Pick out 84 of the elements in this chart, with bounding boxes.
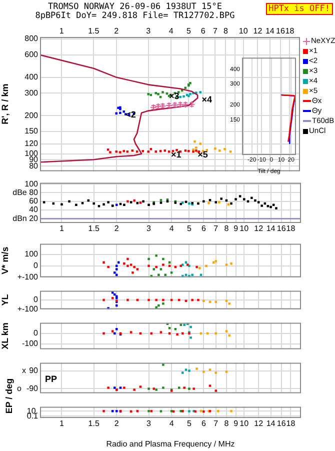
- y-tick-label: -90: [26, 384, 39, 393]
- x-tick-label: 18: [286, 224, 296, 234]
- x-tick-label: 5: [186, 26, 192, 36]
- x-tick-label: 3: [146, 419, 152, 428]
- annotation: ×3: [169, 91, 180, 102]
- y-tick-label: 0: [34, 328, 39, 338]
- x-tick-label: 10: [238, 26, 248, 36]
- y-axis-title: XL km: [0, 322, 10, 350]
- x-tick-label: 3: [146, 224, 152, 234]
- y-tick-label: +-100: [17, 272, 39, 282]
- x-tick-label: 1: [60, 224, 65, 234]
- x-tick-label: 2: [114, 419, 120, 428]
- y-tick-label: -100: [22, 339, 39, 348]
- annotation: ×5: [198, 149, 208, 160]
- y-tick-label: dBn 20: [12, 214, 39, 223]
- y-tick-label: 200: [24, 110, 39, 120]
- y-tick-label: 80: [29, 161, 39, 170]
- y-tick-label: 40: [29, 205, 39, 214]
- text: x: [22, 366, 26, 375]
- x-tick-label: 12: [254, 419, 264, 428]
- y-tick-label: 90: [29, 366, 39, 375]
- x-tick-label: 12: [253, 26, 263, 36]
- y-tick-label: 0: [34, 295, 39, 304]
- text: EP / deg: [4, 378, 14, 414]
- annotation: <2: [126, 109, 136, 120]
- x-tick-label: 7: [214, 224, 219, 234]
- x-tick-label: 3: [146, 26, 152, 36]
- x-tick-label: 4: [169, 224, 174, 234]
- text: HPTx is OFF!: [266, 3, 333, 15]
- x-tick-label: 4: [169, 419, 174, 428]
- annotation: PP: [45, 374, 58, 384]
- x-tick-label: 1.5: [88, 224, 100, 234]
- x-tick-label: 9: [234, 419, 239, 428]
- y-tick-label: 100: [24, 179, 39, 188]
- x-tick-label: 1: [60, 419, 65, 428]
- x-tick-label: 7: [212, 26, 218, 36]
- x-tick-label: 8: [224, 419, 230, 428]
- chart-subtitle: 8pBP6It DoY= 249.818 File= TR127702.BPG: [34, 11, 236, 21]
- x-tick-label: 6: [200, 26, 206, 36]
- y-axis-title: R', R / km: [0, 84, 10, 124]
- x-tick-label: 12: [254, 224, 264, 234]
- y-tick-label: 150: [24, 126, 39, 136]
- y-tick-label: 100: [24, 250, 39, 259]
- y-tick-label: 90: [29, 154, 39, 164]
- x-tick-label: 4: [168, 26, 174, 36]
- annotation: ×1: [171, 149, 182, 160]
- x-tick-label: 18: [286, 419, 296, 428]
- x-tick-label: 10: [240, 224, 250, 234]
- x-tick-label: 1.5: [88, 26, 100, 36]
- x-axis-title: Radio and Plasma Frequency / MHz: [106, 439, 235, 448]
- x-tick-label: 16: [276, 224, 286, 234]
- y-axis-title: YL: [0, 294, 10, 306]
- x-tick-label: 2: [114, 224, 120, 234]
- x-tick-label: 5: [187, 224, 192, 234]
- x-tick-label: 7: [214, 419, 219, 428]
- x-tick-label: 14: [266, 224, 276, 234]
- y-tick-label: +-100: [17, 304, 39, 314]
- y-tick-label: 300: [24, 88, 39, 98]
- x-tick-label: 2: [114, 26, 120, 36]
- x-tick-label: 16: [276, 26, 286, 36]
- x-tick-label: 1: [59, 26, 64, 36]
- y-axis-title: V* m/s: [0, 246, 10, 274]
- y-tick-label: 0: [34, 261, 39, 270]
- text: o: [17, 384, 22, 393]
- x-tick-label: 6: [201, 224, 206, 234]
- y-tick-label: 400: [24, 72, 39, 82]
- x-tick-label: 8: [224, 224, 230, 234]
- y-tick-label: 60: [29, 196, 39, 206]
- y-tick-label: 800: [24, 34, 39, 44]
- x-tick-label: 10: [240, 419, 250, 428]
- x-tick-label: 16: [276, 419, 286, 428]
- y-tick-label: 120: [24, 138, 39, 148]
- x-tick-label: 5: [187, 419, 192, 428]
- chart-title: TROMSO NORWAY 26-09-06 1938UT 15°E: [48, 2, 222, 12]
- x-tick-label: 18: [285, 26, 295, 36]
- x-tick-label: 6: [201, 419, 206, 428]
- x-tick-label: 9: [234, 224, 239, 234]
- x-tick-label: 14: [266, 419, 276, 428]
- x-tick-label: 8: [224, 26, 229, 36]
- annotation: ×4: [202, 94, 212, 105]
- y-tick-label: dBe 80: [12, 188, 39, 197]
- x-tick-label: 14: [265, 26, 275, 36]
- x-tick-label: 1.5: [88, 419, 100, 428]
- y-tick-label: 600: [24, 50, 39, 60]
